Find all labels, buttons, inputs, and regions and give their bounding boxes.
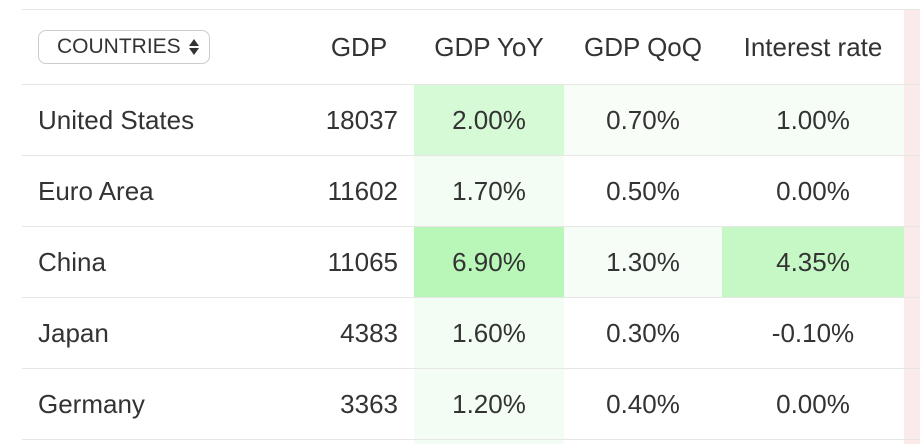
countries-sort-button[interactable]: COUNTRIES: [38, 30, 210, 65]
country-name[interactable]: Japan: [22, 297, 304, 369]
countries-sort-label: COUNTRIES: [57, 35, 181, 59]
table-row[interactable]: United States 18037 2.00% 0.70% 1.00%: [22, 84, 920, 156]
gdp-yoy-value: 1.60%: [414, 297, 564, 369]
country-name[interactable]: Germany: [22, 368, 304, 440]
gdp-qoq-value: 0.70%: [564, 84, 722, 156]
gdp-qoq-column-header[interactable]: GDP QoQ: [564, 10, 722, 85]
table-header-row: COUNTRIES GDP GDP YoY GDP QoQ Interest r…: [22, 10, 920, 85]
gdp-qoq-value: 0.50%: [564, 155, 722, 227]
gdp-value: 11065: [304, 226, 414, 298]
interest-rate-value: 0.00%: [722, 155, 904, 227]
gdp-yoy-value: 2.00%: [414, 84, 564, 156]
table-row[interactable]: Japan 4383 1.60% 0.30% -0.10%: [22, 297, 920, 369]
gdp-value: 3363: [304, 368, 414, 440]
next-column-header-clipped: [904, 10, 920, 85]
clipped-cell: [904, 84, 920, 156]
table-row[interactable]: Euro Area 11602 1.70% 0.50% 0.00%: [22, 155, 920, 227]
sort-up-down-icon: [188, 39, 199, 56]
gdp-qoq-value: 1.30%: [564, 226, 722, 298]
gdp-value: 18037: [304, 84, 414, 156]
countries-indicator-table: COUNTRIES GDP GDP YoY GDP QoQ Interest r…: [22, 10, 920, 444]
interest-rate-value: 4.35%: [722, 226, 904, 298]
interest-rate-value: -0.10%: [722, 297, 904, 369]
clipped-cell: [904, 368, 920, 440]
interest-rate-column-header[interactable]: Interest rate: [722, 10, 904, 85]
gdp-yoy-value: 6.90%: [414, 226, 564, 298]
interest-rate-value: 1.00%: [722, 84, 904, 156]
gdp-column-header[interactable]: GDP: [304, 10, 414, 85]
country-name[interactable]: Euro Area: [22, 155, 304, 227]
country-name[interactable]: United States: [22, 84, 304, 156]
country-name[interactable]: China: [22, 226, 304, 298]
clipped-cell: [904, 226, 920, 298]
table-row[interactable]: China 11065 6.90% 1.30% 4.35%: [22, 226, 920, 298]
table-row-partial: [22, 439, 920, 444]
gdp-value: 11602: [304, 155, 414, 227]
gdp-value: 4383: [304, 297, 414, 369]
table-top-border: [22, 9, 920, 10]
gdp-qoq-value: 0.40%: [564, 368, 722, 440]
gdp-yoy-column-header[interactable]: GDP YoY: [414, 10, 564, 85]
table-row[interactable]: Germany 3363 1.20% 0.40% 0.00%: [22, 368, 920, 440]
clipped-cell: [904, 297, 920, 369]
interest-rate-value: 0.00%: [722, 368, 904, 440]
clipped-cell: [904, 155, 920, 227]
gdp-yoy-value: 1.20%: [414, 368, 564, 440]
gdp-yoy-value: 1.70%: [414, 155, 564, 227]
gdp-qoq-value: 0.30%: [564, 297, 722, 369]
country-column-header: COUNTRIES: [22, 10, 304, 85]
